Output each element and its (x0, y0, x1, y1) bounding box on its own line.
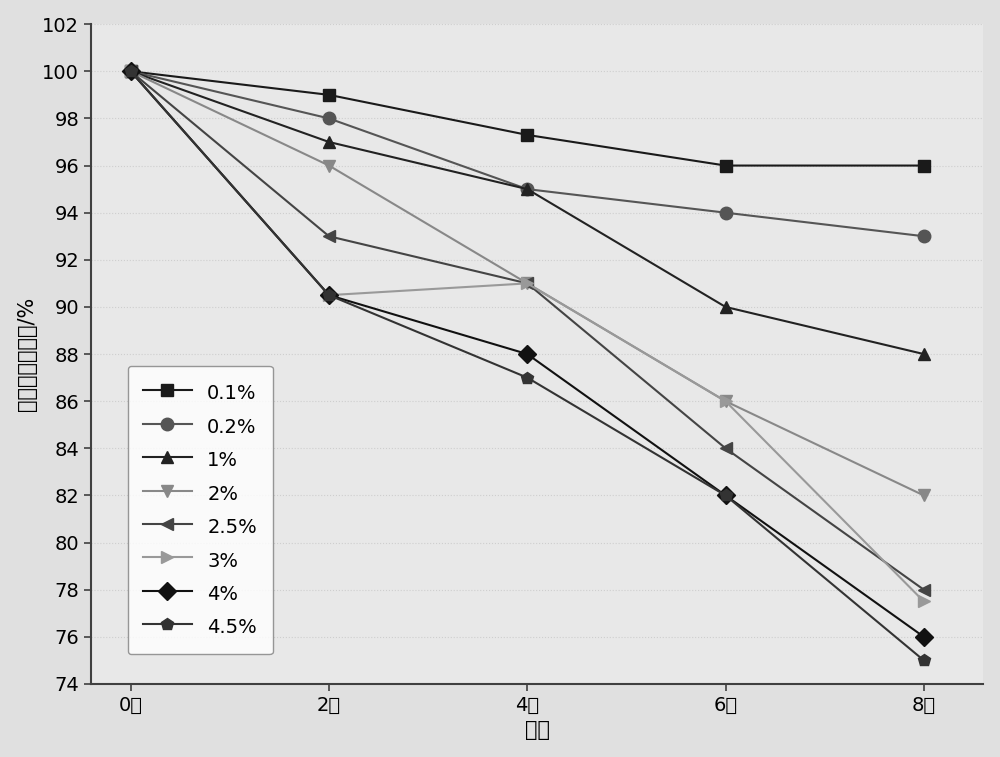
2% (323, 161, 335, 170)
2.5% (125, 67, 137, 76)
4% (125, 67, 137, 76)
0.1% (720, 161, 732, 170)
0.2% (323, 114, 335, 123)
Legend: 0.1%, 0.2%, 1%, 2%, 2.5%, 3%, 4%, 4.5%: 0.1%, 0.2%, 1%, 2%, 2.5%, 3%, 4%, 4.5% (128, 366, 273, 655)
3% (125, 67, 137, 76)
3% (521, 279, 533, 288)
1% (323, 138, 335, 147)
2% (125, 67, 137, 76)
2.5% (720, 444, 732, 453)
2.5% (323, 232, 335, 241)
Line: 2%: 2% (124, 65, 930, 502)
0.1% (521, 130, 533, 139)
4% (323, 291, 335, 300)
4.5% (323, 291, 335, 300)
Line: 2.5%: 2.5% (124, 65, 930, 596)
2% (720, 397, 732, 406)
0.1% (125, 67, 137, 76)
4.5% (125, 67, 137, 76)
0.2% (918, 232, 930, 241)
4.5% (521, 373, 533, 382)
2.5% (918, 585, 930, 594)
2.5% (521, 279, 533, 288)
4% (521, 350, 533, 359)
1% (125, 67, 137, 76)
2% (918, 491, 930, 500)
4% (918, 632, 930, 641)
Line: 4.5%: 4.5% (124, 65, 930, 667)
2% (521, 279, 533, 288)
1% (720, 302, 732, 311)
Y-axis label: 黑色素的变化率/%: 黑色素的变化率/% (17, 297, 37, 411)
3% (323, 291, 335, 300)
3% (918, 597, 930, 606)
0.2% (521, 185, 533, 194)
4.5% (720, 491, 732, 500)
Line: 1%: 1% (124, 65, 930, 360)
0.1% (918, 161, 930, 170)
Line: 4%: 4% (124, 65, 930, 643)
0.2% (720, 208, 732, 217)
0.1% (323, 90, 335, 99)
1% (918, 350, 930, 359)
X-axis label: 时间: 时间 (525, 721, 550, 740)
Line: 0.1%: 0.1% (124, 65, 930, 172)
Line: 0.2%: 0.2% (124, 65, 930, 242)
4.5% (918, 656, 930, 665)
0.2% (125, 67, 137, 76)
Line: 3%: 3% (124, 65, 930, 608)
1% (521, 185, 533, 194)
4% (720, 491, 732, 500)
3% (720, 397, 732, 406)
